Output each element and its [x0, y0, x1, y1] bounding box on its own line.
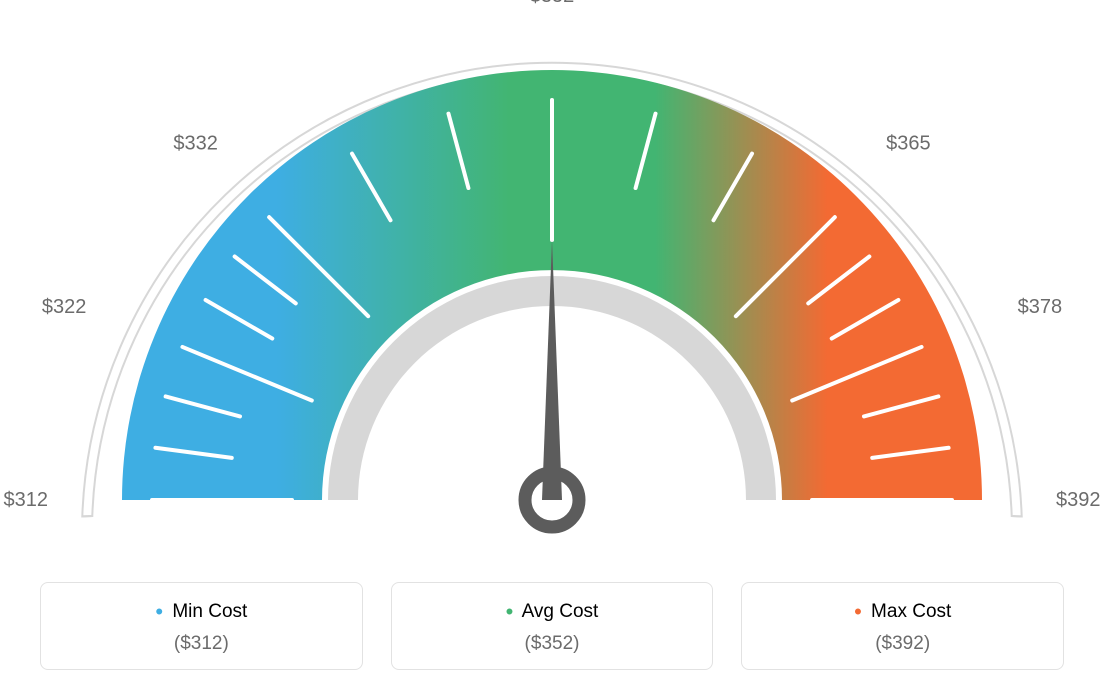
legend-row: • Min Cost ($312) • Avg Cost ($352) • Ma…: [40, 582, 1064, 670]
tick-label: $332: [173, 133, 218, 155]
legend-title-avg: • Avg Cost: [402, 599, 703, 625]
tick-label: $322: [42, 296, 87, 318]
legend-value-avg: ($352): [402, 633, 703, 655]
tick-label: $352: [530, 0, 575, 7]
dot-icon: •: [155, 599, 163, 624]
tick-label: $365: [886, 133, 931, 155]
gauge-area: $312 $322 $332 $352 $365 $378 $392: [0, 0, 1104, 560]
legend-label: Min Cost: [172, 601, 247, 622]
legend-title-max: • Max Cost: [752, 599, 1053, 625]
legend-label: Avg Cost: [522, 601, 599, 622]
tick-label: $392: [1056, 489, 1101, 511]
tick-label: $378: [1018, 296, 1063, 318]
legend-card-min: • Min Cost ($312): [40, 582, 363, 670]
legend-value-min: ($312): [51, 633, 352, 655]
legend-label: Max Cost: [871, 601, 951, 622]
legend-value-max: ($392): [752, 633, 1053, 655]
gauge-svg: $312 $322 $332 $352 $365 $378 $392: [0, 0, 1104, 560]
dot-icon: •: [506, 599, 514, 624]
gauge-chart-container: $312 $322 $332 $352 $365 $378 $392 • Min Cost …: [0, 0, 1104, 690]
tick-label: $312: [4, 489, 49, 511]
dot-icon: •: [854, 599, 862, 624]
legend-card-max: • Max Cost ($392): [741, 582, 1064, 670]
legend-card-avg: • Avg Cost ($352): [391, 582, 714, 670]
legend-title-min: • Min Cost: [51, 599, 352, 625]
